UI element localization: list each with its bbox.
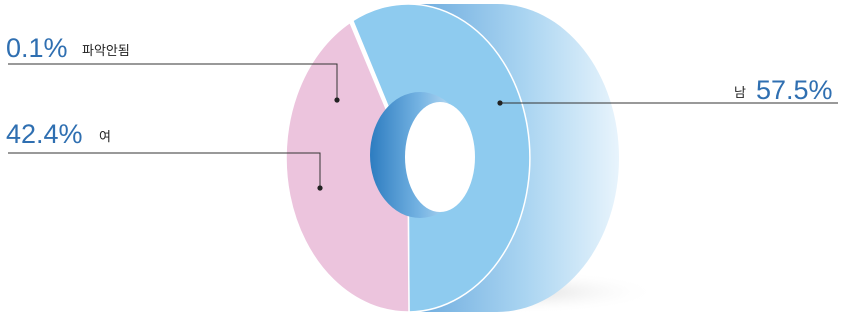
label-unknown-category: 파악안됨 bbox=[82, 44, 130, 59]
leader-dot-male bbox=[497, 100, 503, 106]
label-male-category: 남 bbox=[734, 86, 746, 101]
donut-hole bbox=[405, 102, 475, 212]
label-male-pct: 57.5% bbox=[756, 75, 833, 105]
label-female-category: 여 bbox=[99, 130, 111, 145]
label-unknown-pct: 0.1% bbox=[6, 33, 68, 63]
leader-line-unknown bbox=[8, 63, 338, 100]
leader-dot-unknown bbox=[334, 97, 340, 103]
leader-dot-female bbox=[317, 185, 323, 191]
slice-female bbox=[285, 20, 410, 313]
leader-line-female bbox=[8, 152, 321, 188]
label-female-pct: 42.4% bbox=[6, 119, 83, 149]
